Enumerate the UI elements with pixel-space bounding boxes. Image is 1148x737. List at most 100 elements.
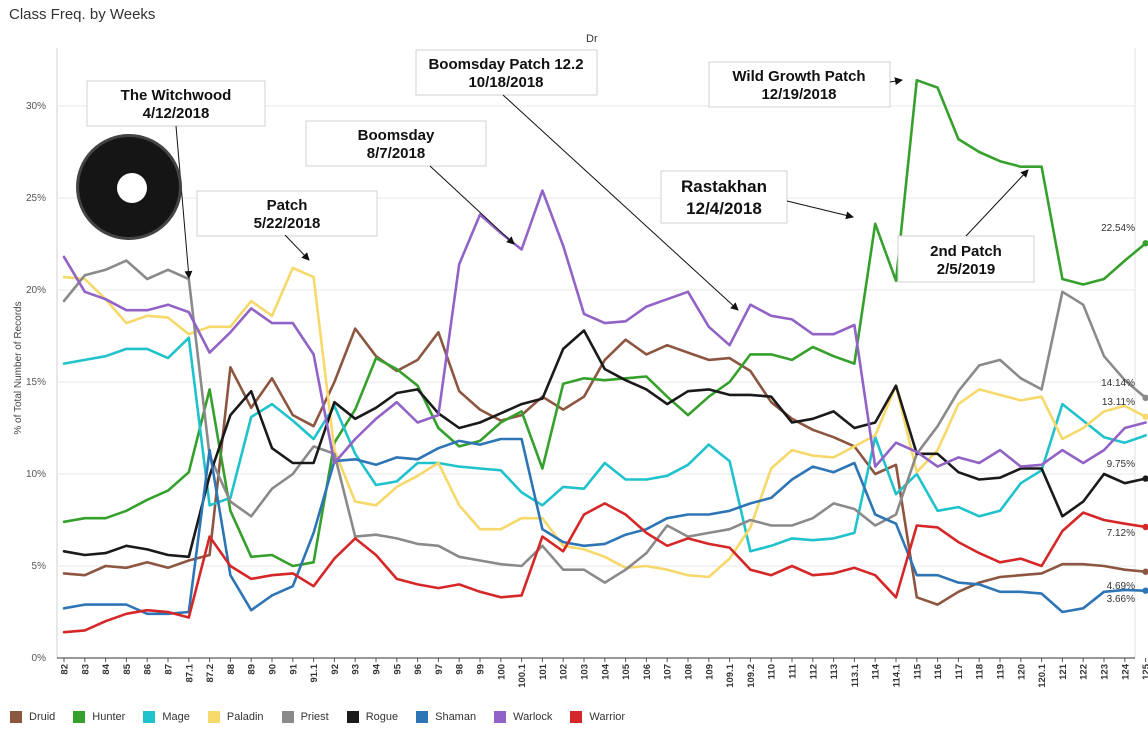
svg-text:2nd Patch: 2nd Patch bbox=[930, 243, 1002, 260]
legend-swatch bbox=[570, 711, 583, 723]
annotation-arrow bbox=[786, 200, 854, 220]
x-tick-label: 82 bbox=[60, 664, 71, 675]
x-tick-label: 90 bbox=[268, 664, 279, 675]
x-tick-label: 103 bbox=[580, 664, 591, 680]
y-tick-label: 20% bbox=[26, 285, 46, 296]
x-tick-label: 119 bbox=[996, 664, 1007, 679]
end-label-warrior: 7.12% bbox=[1107, 528, 1135, 539]
legend-label: Hunter bbox=[92, 711, 126, 723]
legend-label: Shaman bbox=[435, 711, 477, 723]
svg-text:Rastakhan: Rastakhan bbox=[681, 177, 767, 196]
series-line-paladin bbox=[62, 266, 1147, 579]
x-axis-ticks: 82 83 84 85 86 87 87.1 87.2 88 89 90 91 91.1 92 93 94 95… bbox=[60, 658, 1148, 688]
annotation-arrow bbox=[965, 169, 1029, 237]
x-tick-label: 111 bbox=[788, 663, 799, 679]
x-tick-label: 115 bbox=[912, 663, 923, 679]
annotation-arrow bbox=[429, 165, 515, 245]
svg-text:4/12/2018: 4/12/2018 bbox=[143, 105, 210, 122]
x-tick-label: 91 bbox=[288, 663, 299, 674]
x-tick-label: 101 bbox=[538, 663, 549, 680]
legend-label: Druid bbox=[29, 711, 56, 723]
data-reaper-report-logo bbox=[76, 134, 182, 240]
svg-text:10/18/2018: 10/18/2018 bbox=[468, 74, 543, 91]
x-tick-label: 97 bbox=[434, 664, 445, 675]
y-tick-label: 15% bbox=[26, 377, 46, 388]
svg-text:5/22/2018: 5/22/2018 bbox=[254, 215, 321, 232]
legend-swatch bbox=[73, 711, 86, 723]
y-tick-label: 5% bbox=[32, 561, 47, 572]
x-tick-label: 106 bbox=[642, 664, 653, 680]
x-tick-label: 123 bbox=[1100, 664, 1111, 680]
legend-swatch bbox=[207, 711, 220, 723]
end-marker-druid bbox=[1142, 568, 1148, 575]
x-tick-label: 124 bbox=[1120, 663, 1131, 680]
x-tick-label: 105 bbox=[621, 663, 632, 680]
svg-text:2/5/2019: 2/5/2019 bbox=[937, 261, 995, 278]
svg-text:8/7/2018: 8/7/2018 bbox=[367, 145, 425, 162]
series-line-druid bbox=[62, 327, 1147, 606]
svg-text:Patch: Patch bbox=[267, 197, 308, 214]
logo-emblem bbox=[117, 173, 147, 203]
end-marker-paladin bbox=[1142, 413, 1148, 420]
end-label-hunter: 22.54% bbox=[1101, 223, 1135, 234]
svg-text:12/19/2018: 12/19/2018 bbox=[761, 86, 836, 103]
x-tick-label: 122 bbox=[1079, 664, 1090, 680]
annotation-arrow bbox=[284, 234, 310, 261]
legend-swatch bbox=[416, 711, 429, 723]
annotation-arrow bbox=[175, 125, 193, 279]
x-tick-label: 87 bbox=[164, 664, 175, 675]
x-tick-label: 92 bbox=[330, 664, 341, 675]
x-tick-label: 109 bbox=[704, 664, 715, 680]
x-tick-label: 99 bbox=[476, 664, 487, 675]
x-tick-label: 112 bbox=[808, 664, 819, 679]
x-tick-label: 120 bbox=[1016, 664, 1027, 680]
series-lines bbox=[62, 78, 1147, 634]
legend-item-mage: Mage bbox=[143, 711, 190, 723]
legend-item-rogue: Rogue bbox=[346, 711, 398, 723]
end-label-druid: 4.69% bbox=[1107, 581, 1135, 592]
annotation-wild-growth-patch: Wild Growth Patch 12/19/2018 bbox=[708, 61, 891, 108]
x-tick-label: 117 bbox=[954, 664, 965, 679]
end-label-shaman: 3.66% bbox=[1107, 594, 1135, 605]
series-line-hunter bbox=[62, 78, 1147, 568]
legend-item-warlock: Warlock bbox=[494, 711, 552, 723]
end-marker-priest bbox=[1142, 394, 1148, 402]
annotation-boomsday-patch: Boomsday Patch 12.2 10/18/2018 bbox=[415, 49, 598, 96]
y-tick-label: 0% bbox=[32, 653, 47, 664]
end-labels: 22.54% 14.14% 13.11% 9.75% 7.12% 4.69% 3.66% bbox=[1101, 223, 1148, 605]
legend-item-hunter: Hunter bbox=[73, 711, 125, 723]
legend-item-paladin: Paladin bbox=[207, 711, 264, 723]
y-tick-label: 30% bbox=[26, 101, 46, 112]
annotation-arrows bbox=[175, 77, 1029, 311]
legend-label: Paladin bbox=[226, 711, 264, 723]
svg-text:12/4/2018: 12/4/2018 bbox=[686, 199, 762, 218]
x-tick-label: 88 bbox=[226, 664, 237, 675]
x-tick-label: 95 bbox=[392, 663, 403, 674]
series-line-warrior bbox=[62, 502, 1147, 634]
x-tick-label: 87.1 bbox=[184, 663, 195, 682]
x-tick-label: 114 bbox=[871, 663, 882, 679]
x-tick-label: 113.1 bbox=[850, 663, 861, 687]
x-tick-label: 84 bbox=[101, 663, 112, 674]
legend-item-shaman: Shaman bbox=[416, 711, 476, 723]
series-line-shaman bbox=[62, 437, 1147, 616]
end-marker-hunter bbox=[1142, 240, 1148, 247]
x-tick-label: 110 bbox=[767, 664, 778, 679]
legend-swatch bbox=[346, 711, 359, 723]
x-tick-label: 118 bbox=[975, 664, 986, 679]
x-tick-label: 94 bbox=[372, 663, 383, 674]
legend-label: Mage bbox=[162, 711, 190, 723]
annotation-patch: Patch 5/22/2018 bbox=[196, 190, 378, 237]
x-tick-label: 100.1 bbox=[517, 663, 528, 687]
y-axis-ticks: 0% 5% 10% 15% 20% 25% 30% bbox=[26, 101, 46, 664]
x-tick-label: 102 bbox=[559, 664, 570, 680]
legend-item-druid: Druid bbox=[10, 711, 55, 723]
annotation-arrow bbox=[502, 94, 739, 311]
legend-label: Warrior bbox=[589, 711, 626, 723]
end-marker-warrior bbox=[1142, 523, 1148, 531]
x-tick-label: 93 bbox=[351, 664, 362, 675]
x-tick-label: 121 bbox=[1058, 663, 1069, 680]
legend-label: Warlock bbox=[513, 711, 553, 723]
x-tick-label: 109.1 bbox=[725, 663, 736, 687]
